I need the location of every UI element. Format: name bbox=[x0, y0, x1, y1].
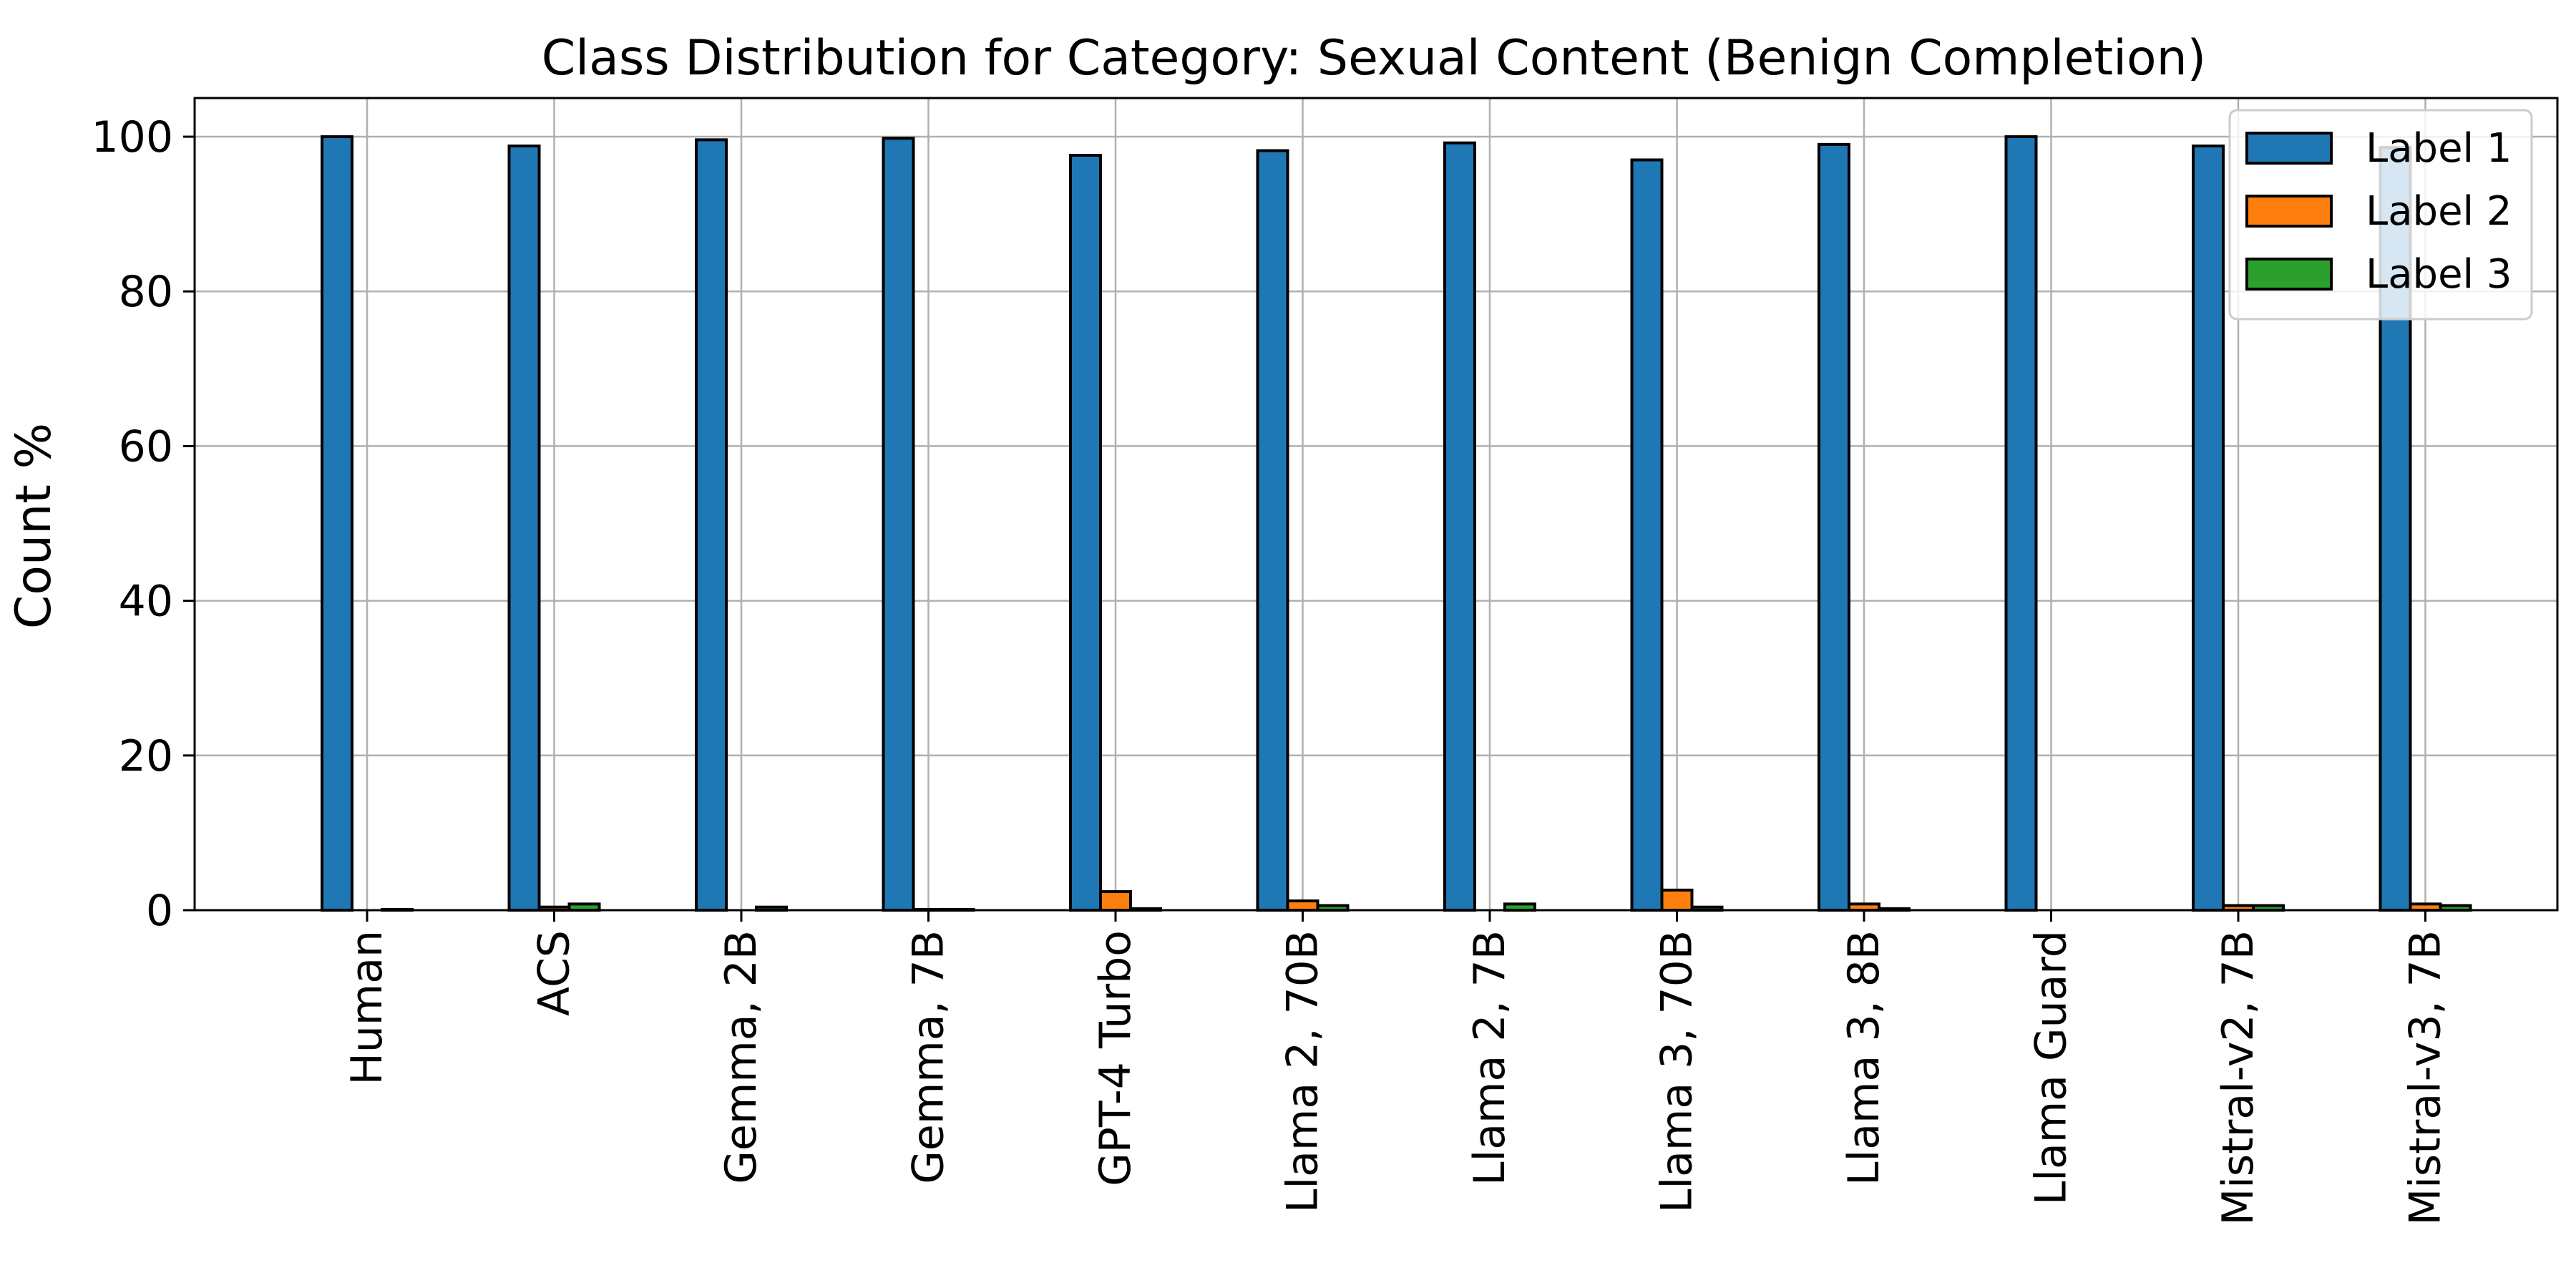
y-tick-label: 40 bbox=[119, 577, 173, 627]
x-tick-label: Llama 2, 7B bbox=[1465, 930, 1515, 1186]
y-tick-label: 60 bbox=[119, 421, 173, 472]
bar bbox=[507, 145, 541, 912]
bar bbox=[1660, 888, 1694, 912]
x-tick-label: Human bbox=[342, 930, 392, 1085]
legend: Label 1 Label 2 Label 3 bbox=[2228, 109, 2533, 321]
y-tick-label: 80 bbox=[119, 267, 173, 317]
bar bbox=[1443, 141, 1476, 912]
x-tick-label: Mistral-v2, 7B bbox=[2213, 930, 2263, 1226]
y-tick-label: 100 bbox=[91, 112, 173, 162]
y-tick-label: 0 bbox=[146, 886, 173, 936]
chart-title: Class Distribution for Category: Sexual … bbox=[542, 30, 2206, 87]
y-axis-label: Count % bbox=[6, 423, 62, 629]
bar bbox=[1630, 158, 1664, 912]
bar bbox=[321, 135, 353, 912]
series-1 bbox=[321, 135, 2412, 912]
bar bbox=[1069, 153, 1102, 912]
x-tick-label: Gemma, 7B bbox=[904, 930, 954, 1184]
bar bbox=[1286, 899, 1319, 912]
x-axis-ticks: Human ACS Gemma, 2B Gemma, 7B GPT-4 Turbo Lla… bbox=[342, 910, 2451, 1226]
legend-label: Label 3 bbox=[2366, 251, 2512, 298]
x-tick-label: ACS bbox=[530, 930, 580, 1016]
x-tick-label: Llama Guard bbox=[2026, 930, 2077, 1205]
x-tick-label: Mistral-v3, 7B bbox=[2401, 930, 2451, 1226]
x-tick-label: Llama 2, 70B bbox=[1278, 930, 1328, 1213]
bar-series bbox=[321, 135, 2472, 912]
bar bbox=[2004, 135, 2038, 912]
bar bbox=[1818, 142, 1850, 912]
legend-swatch bbox=[2245, 258, 2333, 291]
x-tick-label: GPT-4 Turbo bbox=[1091, 930, 1141, 1186]
plot-area-frame bbox=[193, 97, 2559, 912]
x-tick-label: Gemma, 2B bbox=[716, 930, 766, 1184]
legend-label: Label 2 bbox=[2366, 188, 2512, 235]
legend-swatch bbox=[2245, 132, 2333, 165]
legend-label: Label 1 bbox=[2366, 125, 2512, 172]
bar bbox=[1099, 890, 1132, 912]
bar bbox=[695, 138, 728, 912]
grid-lines bbox=[195, 98, 2557, 912]
bar bbox=[882, 137, 915, 912]
bar bbox=[1256, 149, 1289, 912]
x-tick-label: Llama 3, 70B bbox=[1652, 930, 1702, 1213]
y-tick-label: 20 bbox=[119, 731, 173, 781]
legend-swatch bbox=[2245, 195, 2333, 228]
x-tick-label: Llama 3, 8B bbox=[1839, 930, 1889, 1186]
bar bbox=[2192, 145, 2225, 912]
y-axis-ticks: 0 20 40 60 80 100 bbox=[91, 112, 195, 936]
